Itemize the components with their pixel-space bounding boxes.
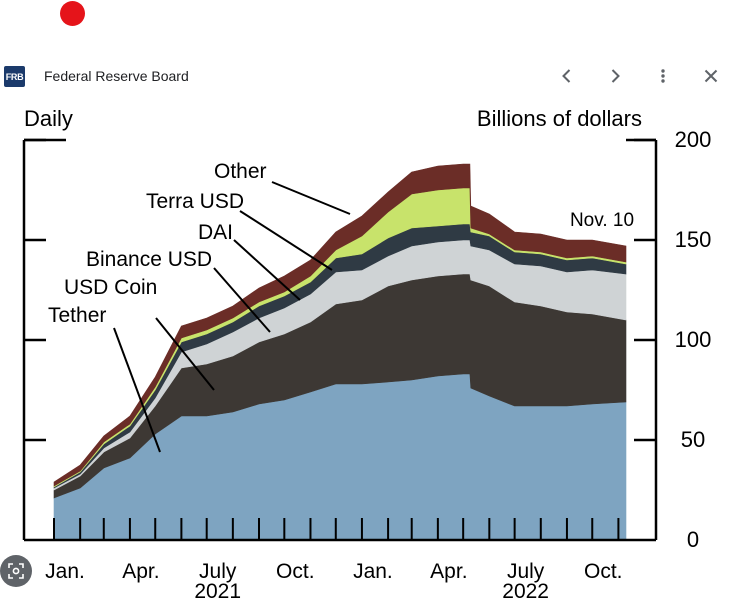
- leader-usd-coin: [155, 317, 215, 391]
- back-button[interactable]: [552, 61, 582, 91]
- chevron-left-icon: [562, 69, 571, 83]
- close-icon: [704, 69, 718, 83]
- leader-dai: [233, 239, 301, 301]
- browser-header: FRB Federal Reserve Board: [0, 56, 730, 98]
- site-name: Federal Reserve Board: [44, 68, 189, 84]
- y-tick-label: 200: [675, 127, 712, 152]
- stablecoin-chart: 0 50 100 150 200 Jan. Apr. July Oct. Jan. Apr. July…: [22, 106, 712, 603]
- more-options-button[interactable]: [648, 61, 678, 91]
- close-button[interactable]: [696, 61, 726, 91]
- series-label-usd-coin: USD Coin: [64, 276, 157, 299]
- leader-binance-usd: [213, 267, 271, 333]
- x-tick-label: Oct.: [276, 560, 315, 583]
- series-label-dai: DAI: [198, 221, 233, 244]
- x-tick-label: Apr.: [430, 560, 467, 583]
- series-label-other: Other: [214, 160, 267, 183]
- end-date-label: Nov. 10: [570, 210, 634, 231]
- y-tick-label: 0: [687, 527, 699, 552]
- image-search-button[interactable]: [0, 555, 32, 587]
- year-label: 2022: [502, 580, 549, 603]
- area-other: [53, 163, 627, 487]
- x-tick-label: July: [507, 560, 545, 583]
- forward-button[interactable]: [600, 61, 630, 91]
- more-vert-icon: [661, 69, 665, 83]
- right-axis-title: Billions of dollars: [477, 106, 642, 131]
- frb-logo: FRB: [4, 66, 25, 87]
- leader-other: [271, 181, 351, 215]
- series-label-terra-usd: Terra USD: [146, 190, 244, 213]
- x-tick-label: July: [199, 560, 237, 583]
- series-label-tether: Tether: [48, 304, 106, 327]
- y-tick-label: 50: [681, 427, 705, 452]
- x-tick-label: Oct.: [584, 560, 623, 583]
- year-label: 2021: [194, 580, 241, 603]
- left-axis-title: Daily: [24, 106, 73, 131]
- chevron-right-icon: [611, 69, 620, 83]
- x-tick-label: Jan.: [353, 560, 393, 583]
- leader-tether: [113, 327, 161, 453]
- y-tick-label: 150: [675, 227, 712, 252]
- x-tick-label: Apr.: [122, 560, 159, 583]
- series-label-binance-usd: Binance USD: [86, 248, 212, 271]
- image-search-icon: [8, 563, 24, 579]
- y-tick-label: 100: [675, 327, 712, 352]
- record-indicator-icon: [60, 1, 85, 26]
- leader-terra-usd: [239, 210, 333, 271]
- x-tick-label: Jan.: [45, 560, 85, 583]
